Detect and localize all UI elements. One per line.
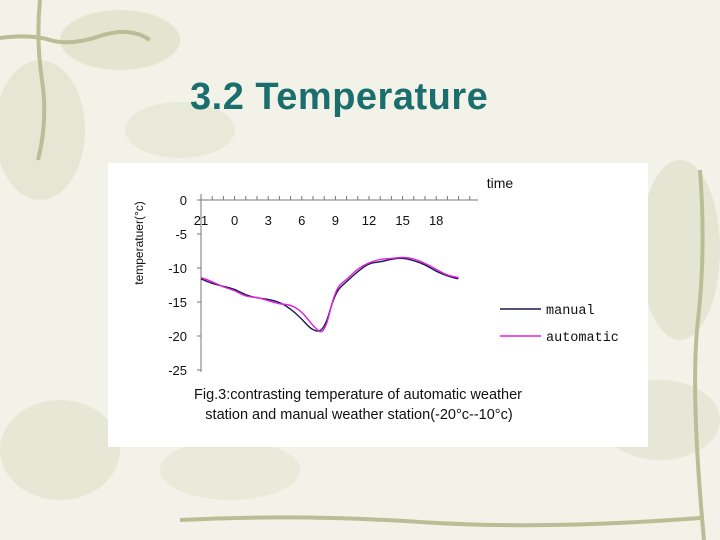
vine-bottom: [179, 515, 701, 528]
y-tick-label: -20: [168, 329, 187, 344]
x-tick-label: 15: [395, 213, 409, 228]
y-tick-label: 0: [180, 193, 187, 208]
figure-caption-line-2: station and manual weather station(-20°c…: [205, 407, 513, 423]
y-tick-label: -25: [168, 363, 187, 378]
vine-right: [693, 169, 706, 540]
y-tick-label: -5: [175, 227, 187, 242]
y-axis-title: temperatuer(°c): [132, 201, 146, 285]
x-tick-label: 9: [332, 213, 339, 228]
figure-caption-line-1: Fig.3:contrasting temperature of automat…: [193, 387, 523, 403]
x-tick-label: 6: [298, 213, 305, 228]
x-axis-title: time: [487, 175, 514, 191]
legend-label-automatic: automatic: [546, 331, 619, 346]
series-line-automatic: [200, 256, 459, 333]
y-tick-label: -15: [168, 295, 187, 310]
x-tick-label: 0: [231, 213, 238, 228]
leaf-decoration-bottom-left: [0, 400, 300, 500]
vine-left: [36, 0, 47, 161]
x-tick-label: 18: [429, 213, 443, 228]
legend-label-manual: manual: [546, 304, 595, 319]
chart-figure: 0 -5 -10 -15 -20 -25 21 0 3 6 9 12 15 18 time temperatu…: [108, 163, 648, 447]
vine-top: [0, 29, 152, 45]
y-tick-label: -10: [168, 261, 187, 276]
temperature-chart: 0 -5 -10 -15 -20 -25 21 0 3 6 9 12 15 18 time temperatu…: [132, 175, 619, 378]
x-tick-label: 12: [362, 213, 376, 228]
slide-title: 3.2 Temperature: [190, 76, 489, 118]
x-tick-label: 3: [265, 213, 272, 228]
x-tick-label: 21: [194, 213, 208, 228]
series-line-manual: [200, 257, 459, 332]
